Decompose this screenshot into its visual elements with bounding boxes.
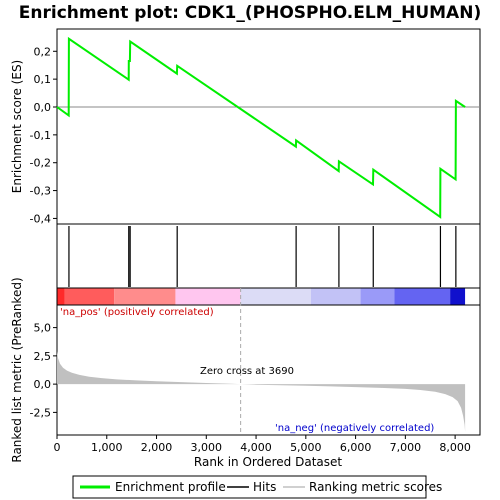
legend-metric-label: Ranking metric scores	[309, 480, 442, 494]
color-bar-segment	[114, 288, 176, 305]
metric-plot-frame	[56, 304, 481, 436]
x-tick-label: 7,000	[390, 441, 422, 454]
legend-frame	[72, 475, 427, 499]
metric-y-tick-label: 5,0	[34, 322, 52, 335]
metric-panel: 5,0 2,5 0,0 -2,5 Zero cross at 3690 'na_pos…	[10, 277, 481, 463]
es-y-tick-label: -0,3	[30, 185, 51, 198]
es-y-tick-label: -0,4	[30, 212, 51, 225]
color-bar-segment	[360, 288, 395, 305]
metric-y-tick-label: 0,0	[34, 378, 52, 391]
color-bar-segment	[175, 288, 241, 305]
metric-y-ticks: 5,0 2,5 0,0 -2,5	[30, 322, 57, 419]
hits-panel	[56, 223, 481, 289]
legend-hits-label: Hits	[253, 480, 276, 494]
x-tick-label: 1,000	[91, 441, 123, 454]
x-axis-ticks: 0 1,000 2,000 3,000 4,000 5,000 6,000 7,000 8,00…	[54, 435, 471, 454]
chart-title: Enrichment plot: CDK1_(PHOSPHO.ELM_HUMAN…	[19, 3, 481, 23]
x-axis-label: Rank in Ordered Dataset	[194, 455, 342, 469]
es-y-tick-label: -0,2	[30, 157, 51, 170]
es-y-tick-label: 0,0	[34, 101, 52, 114]
color-bar-segment	[450, 288, 466, 305]
x-tick-label: 0	[54, 441, 61, 454]
color-bar-segment	[57, 288, 65, 305]
negative-correlation-label: 'na_neg' (negatively correlated)	[275, 423, 434, 434]
x-tick-label: 8,000	[439, 441, 471, 454]
es-plot-frame	[56, 28, 481, 225]
positive-correlation-label: 'na_pos' (positively correlated)	[60, 307, 214, 318]
es-y-tick-label: -0,1	[30, 129, 51, 142]
es-y-tick-label: 0,2	[34, 45, 52, 58]
rank-color-bar	[57, 288, 466, 305]
color-bar-segment	[240, 288, 311, 305]
metric-y-axis-label: Ranked list metric (PreRanked)	[10, 277, 24, 462]
x-tick-label: 5,000	[290, 441, 322, 454]
x-tick-label: 6,000	[340, 441, 372, 454]
zero-cross-label: Zero cross at 3690	[200, 366, 294, 377]
hits-plot-frame	[56, 223, 481, 289]
es-y-ticks: 0,2 0,1 0,0 -0,1 -0,2 -0,3 -0,4	[30, 45, 57, 225]
color-bar-segment	[310, 288, 361, 305]
hit-lines	[68, 226, 457, 287]
es-y-axis-label: Enrichment score (ES)	[10, 60, 24, 193]
x-tick-label: 2,000	[141, 441, 173, 454]
es-y-tick-label: 0,1	[34, 73, 52, 86]
color-bar-segment	[394, 288, 451, 305]
x-tick-label: 3,000	[191, 441, 223, 454]
enrichment-profile-line	[56, 36, 466, 219]
es-panel: 0,2 0,1 0,0 -0,1 -0,2 -0,3 -0,4 Enrichment sco…	[10, 28, 481, 225]
legend: Enrichment profile Hits Ranking metric s…	[72, 475, 442, 499]
metric-y-tick-label: 2,5	[34, 350, 52, 363]
color-bar-segment	[64, 288, 115, 305]
x-tick-label: 4,000	[240, 441, 272, 454]
metric-y-tick-label: -2,5	[30, 406, 51, 419]
legend-enrichment-label: Enrichment profile	[115, 480, 226, 494]
